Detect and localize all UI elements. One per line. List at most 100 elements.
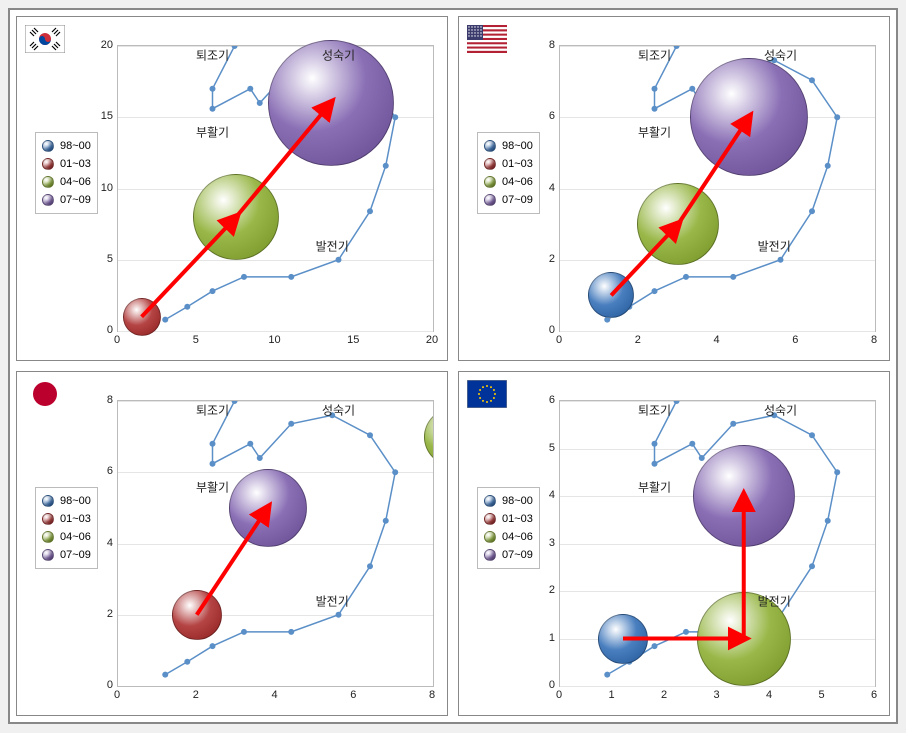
x-tick-label: 0 (544, 334, 574, 346)
legend-label: 98~00 (60, 140, 91, 152)
legend-marker-icon (484, 140, 496, 152)
y-tick-label: 5 (83, 253, 113, 265)
x-tick-label: 15 (338, 334, 368, 346)
legend-item: 98~00 (42, 492, 91, 510)
y-tick-label: 1 (525, 632, 555, 644)
legend-marker-icon (484, 531, 496, 543)
phase-label-decline: 퇴조기 (196, 401, 229, 418)
y-tick-label: 2 (525, 584, 555, 596)
bubble (598, 614, 648, 664)
legend-item: 07~09 (42, 191, 91, 209)
legend-label: 07~09 (60, 194, 91, 206)
legend-item: 04~06 (484, 528, 533, 546)
legend-item: 07~09 (484, 191, 533, 209)
legend-marker-icon (42, 549, 54, 561)
phase-label-development: 발전기 (758, 592, 791, 609)
legend-marker-icon (42, 176, 54, 188)
legend-label: 98~00 (502, 140, 533, 152)
x-tick-label: 3 (702, 689, 732, 701)
phase-label-revival: 부활기 (638, 123, 671, 140)
phase-label-decline: 퇴조기 (196, 46, 229, 63)
x-tick-label: 20 (417, 334, 447, 346)
legend-marker-icon (42, 194, 54, 206)
japan-flag-icon (25, 380, 65, 408)
legend-item: 98~00 (42, 137, 91, 155)
legend-item: 04~06 (484, 173, 533, 191)
x-tick-label: 0 (102, 689, 132, 701)
y-tick-label: 8 (525, 39, 555, 51)
plot-area: 퇴조기성숙기부활기발전기 (559, 400, 876, 687)
x-tick-label: 5 (807, 689, 837, 701)
legend-item: 07~09 (42, 546, 91, 564)
legend-label: 04~06 (502, 531, 533, 543)
legend: 98~00 01~03 04~06 07~09 (35, 487, 98, 569)
legend-marker-icon (484, 495, 496, 507)
panel-korea: 퇴조기성숙기부활기발전기051015200510152098~0001~0304… (16, 16, 448, 361)
legend-label: 98~00 (60, 495, 91, 507)
legend-item: 98~00 (484, 492, 533, 510)
legend-item: 98~00 (484, 137, 533, 155)
legend-label: 01~03 (60, 513, 91, 525)
korea-flag-icon (25, 25, 65, 53)
x-tick-label: 4 (754, 689, 784, 701)
phase-label-maturity: 성숙기 (764, 46, 797, 63)
legend-label: 04~06 (502, 176, 533, 188)
legend-item: 01~03 (484, 510, 533, 528)
x-tick-label: 0 (102, 334, 132, 346)
legend-marker-icon (42, 495, 54, 507)
phase-label-development: 발전기 (316, 237, 349, 254)
x-tick-label: 6 (859, 689, 889, 701)
plot-area: 퇴조기성숙기부활기발전기 (117, 45, 434, 332)
legend-label: 98~00 (502, 495, 533, 507)
legend-label: 04~06 (60, 176, 91, 188)
bubble (229, 469, 307, 547)
panel-japan: 퇴조기성숙기부활기발전기024680246898~0001~0304~0607~… (16, 371, 448, 716)
x-tick-label: 1 (597, 689, 627, 701)
usa-flag-icon (467, 25, 507, 53)
legend: 98~00 01~03 04~06 07~09 (477, 487, 540, 569)
x-tick-label: 8 (859, 334, 889, 346)
legend-label: 04~06 (60, 531, 91, 543)
legend-item: 04~06 (42, 173, 91, 191)
y-tick-label: 2 (83, 608, 113, 620)
x-tick-label: 4 (702, 334, 732, 346)
y-tick-label: 8 (83, 394, 113, 406)
panel-usa: 퇴조기성숙기부활기발전기024680246898~0001~0304~0607~… (458, 16, 890, 361)
x-tick-label: 0 (544, 689, 574, 701)
panel-eu: 퇴조기성숙기부활기발전기0123456012345698~0001~0304~0… (458, 371, 890, 716)
legend-marker-icon (42, 158, 54, 170)
phase-label-maturity: 성숙기 (322, 401, 355, 418)
bubble (690, 58, 808, 176)
y-tick-label: 2 (525, 253, 555, 265)
legend: 98~0001~0304~0607~09 (477, 132, 540, 214)
legend-marker-icon (484, 513, 496, 525)
legend-item: 07~09 (484, 546, 533, 564)
x-tick-label: 2 (181, 689, 211, 701)
eu-flag-icon (467, 380, 507, 408)
bubble (637, 183, 719, 265)
bubble (693, 445, 795, 547)
plot-area: 퇴조기성숙기부활기발전기 (117, 400, 434, 687)
phase-label-development: 발전기 (316, 592, 349, 609)
plot-area: 퇴조기성숙기부활기발전기 (559, 45, 876, 332)
y-tick-label: 15 (83, 110, 113, 122)
legend: 98~00 01~03 04~06 07~09 (35, 132, 98, 214)
legend-item: 01~03 (42, 510, 91, 528)
phase-label-revival: 부활기 (196, 123, 229, 140)
phase-label-decline: 퇴조기 (638, 401, 671, 418)
legend-item: 01~03 (42, 155, 91, 173)
bubble (193, 174, 279, 260)
legend-marker-icon (484, 549, 496, 561)
x-tick-label: 6 (780, 334, 810, 346)
x-tick-label: 2 (623, 334, 653, 346)
legend-marker-icon (484, 158, 496, 170)
phase-label-maturity: 성숙기 (764, 401, 797, 418)
legend-marker-icon (42, 513, 54, 525)
x-tick-label: 10 (260, 334, 290, 346)
legend-marker-icon (42, 531, 54, 543)
y-tick-label: 6 (525, 110, 555, 122)
x-tick-label: 2 (649, 689, 679, 701)
x-tick-label: 8 (417, 689, 447, 701)
legend-label: 07~09 (60, 549, 91, 561)
y-tick-label: 6 (83, 465, 113, 477)
